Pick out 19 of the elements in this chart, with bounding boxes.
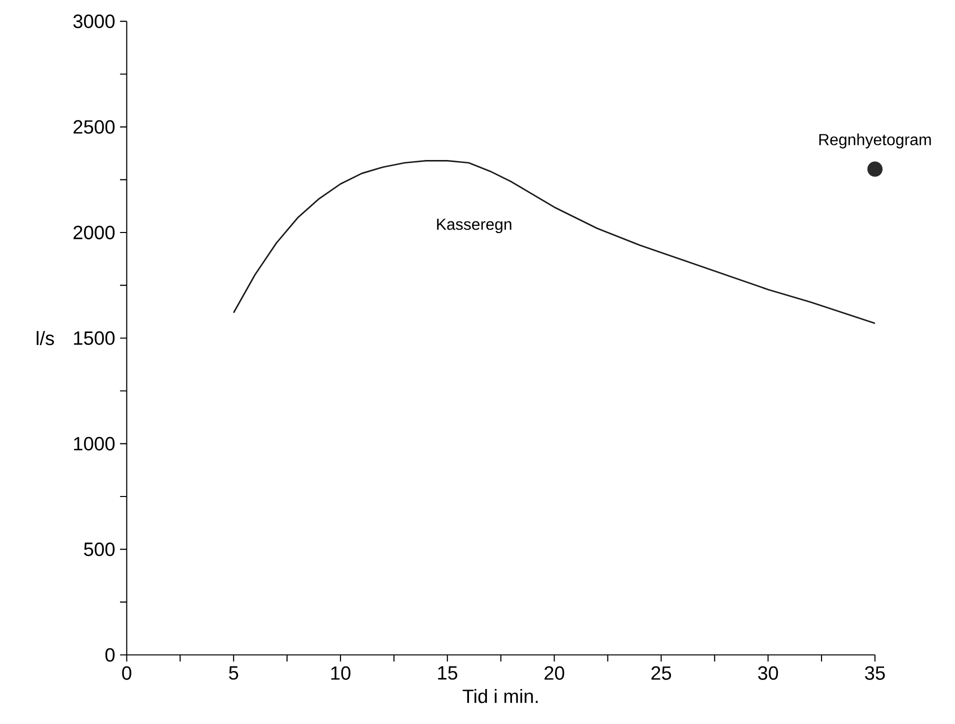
y-tick-label: 1500 — [74, 331, 115, 345]
y-tick-label: 2000 — [74, 226, 115, 240]
x-tick-label: 30 — [758, 666, 778, 680]
y-tick-label: 500 — [84, 542, 115, 556]
y-tick-label: 3000 — [73, 14, 115, 28]
x-axis-title: Tid i min. — [462, 688, 538, 704]
x-tick-label: 25 — [651, 666, 672, 680]
y-axis-title: l/s — [36, 330, 54, 346]
x-tick-label: 35 — [865, 666, 885, 680]
y-tick-label: 2500 — [74, 120, 115, 134]
y-tick-label: 1000 — [74, 436, 115, 450]
series-label: Regnhyetogram — [819, 133, 931, 148]
y-tick-label: 0 — [105, 648, 115, 662]
series-label: Kasseregn — [437, 218, 512, 234]
x-tick-label: 5 — [229, 666, 238, 680]
x-tick-label: 15 — [438, 666, 458, 680]
x-tick-label: 0 — [122, 666, 132, 680]
x-tick-label: 20 — [544, 666, 564, 680]
x-tick-label: 10 — [331, 666, 350, 680]
